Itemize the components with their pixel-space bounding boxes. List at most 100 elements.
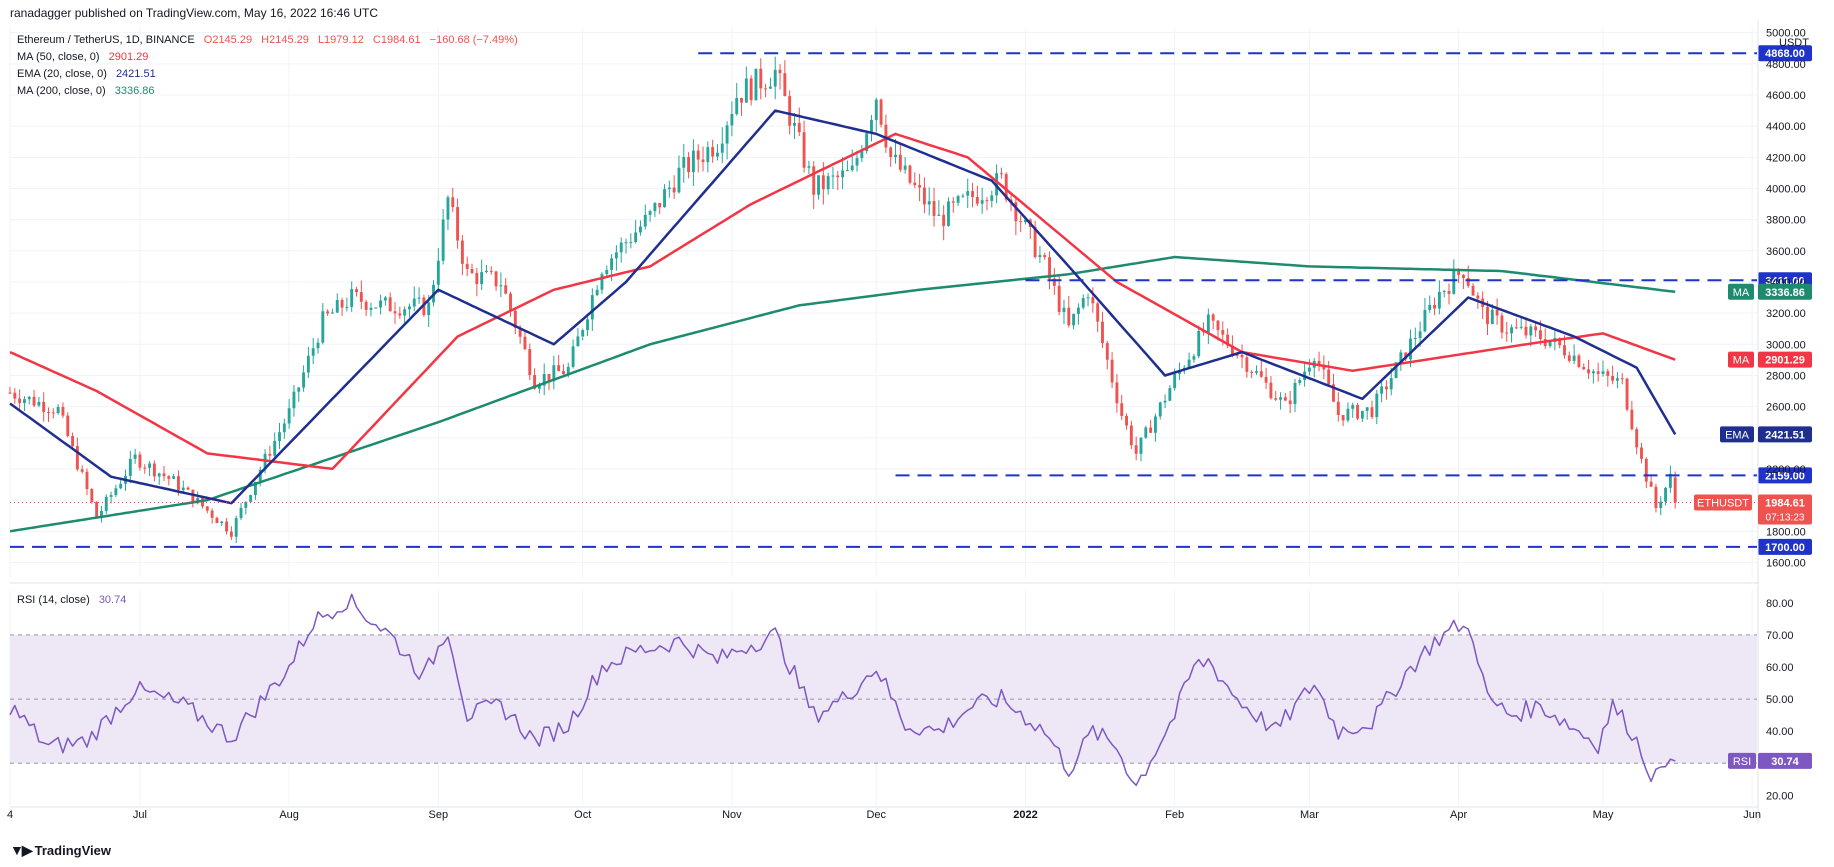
candle[interactable] (975, 185, 979, 207)
candle[interactable] (855, 150, 859, 172)
candle[interactable] (614, 245, 618, 271)
candle[interactable] (465, 256, 469, 277)
candle[interactable] (980, 187, 984, 214)
candle[interactable] (619, 237, 623, 263)
candle[interactable] (749, 75, 753, 106)
candle[interactable] (1274, 391, 1278, 401)
price-pane[interactable] (8, 28, 1757, 578)
candle[interactable] (1192, 353, 1196, 363)
candle[interactable] (730, 101, 734, 137)
candle[interactable] (191, 489, 195, 508)
candle[interactable] (1255, 365, 1258, 375)
candle[interactable] (42, 392, 46, 422)
candle[interactable] (1615, 372, 1619, 389)
rsi-line[interactable] (9, 593, 1676, 787)
candle[interactable] (504, 278, 508, 295)
candle[interactable] (1577, 353, 1581, 369)
candle[interactable] (1129, 420, 1133, 449)
candle[interactable] (1486, 300, 1489, 335)
candle[interactable] (104, 494, 108, 515)
candle[interactable] (552, 355, 556, 390)
candle[interactable] (1110, 351, 1114, 389)
candle[interactable] (1101, 311, 1104, 348)
candle[interactable] (451, 187, 455, 213)
candle[interactable] (817, 175, 820, 200)
candle[interactable] (1105, 340, 1109, 370)
candle[interactable] (1442, 289, 1446, 298)
candle[interactable] (874, 97, 878, 132)
candle[interactable] (99, 505, 103, 523)
candle[interactable] (1534, 321, 1538, 337)
candle[interactable] (759, 58, 763, 100)
candle[interactable] (1370, 400, 1374, 420)
candle[interactable] (653, 202, 657, 218)
candle[interactable] (234, 515, 238, 544)
candle[interactable] (18, 389, 22, 410)
candle[interactable] (1158, 401, 1162, 420)
candle[interactable] (691, 139, 695, 186)
candle[interactable] (1062, 299, 1066, 325)
candle[interactable] (249, 494, 253, 504)
candle[interactable] (922, 177, 926, 214)
candle[interactable] (302, 365, 306, 392)
candle[interactable] (513, 307, 517, 335)
candle[interactable] (71, 432, 75, 450)
candle[interactable] (95, 501, 99, 519)
candle[interactable] (1611, 365, 1615, 385)
tradingview-logo[interactable]: ▼▶ TradingView (10, 842, 111, 859)
candle[interactable] (643, 204, 647, 230)
candle[interactable] (1014, 198, 1018, 236)
candle[interactable] (1144, 425, 1148, 439)
candle[interactable] (1149, 419, 1153, 434)
candle[interactable] (215, 516, 219, 524)
candle[interactable] (1567, 351, 1571, 363)
candle[interactable] (1283, 392, 1287, 402)
candle[interactable] (1317, 351, 1321, 372)
candle[interactable] (1091, 287, 1095, 313)
candle[interactable] (1240, 344, 1244, 369)
candle[interactable] (90, 487, 94, 504)
candle[interactable] (1269, 376, 1273, 400)
candle[interactable] (1206, 308, 1210, 345)
candle[interactable] (1524, 317, 1528, 339)
candle[interactable] (768, 77, 772, 90)
candle[interactable] (456, 198, 460, 249)
candle[interactable] (75, 437, 79, 472)
candle[interactable] (340, 297, 344, 316)
candle[interactable] (1153, 413, 1157, 442)
candle[interactable] (1582, 363, 1586, 370)
candle[interactable] (764, 83, 768, 98)
candle[interactable] (711, 139, 715, 163)
candle[interactable] (773, 56, 777, 100)
candle[interactable] (716, 144, 719, 161)
candle[interactable] (1096, 301, 1100, 333)
candle[interactable] (1471, 283, 1475, 296)
candle[interactable] (393, 302, 397, 324)
candle[interactable] (672, 175, 676, 200)
candle[interactable] (740, 97, 743, 116)
candle[interactable] (947, 197, 950, 227)
candle[interactable] (1452, 259, 1456, 295)
candle[interactable] (509, 291, 512, 317)
candle[interactable] (1019, 215, 1023, 232)
candle[interactable] (1298, 377, 1302, 386)
candle[interactable] (205, 505, 209, 514)
candle[interactable] (27, 396, 31, 405)
candle[interactable] (1510, 324, 1513, 343)
candle[interactable] (172, 473, 176, 480)
candle[interactable] (783, 60, 787, 97)
candle[interactable] (1134, 436, 1138, 461)
candle[interactable] (1466, 265, 1470, 288)
candle[interactable] (1548, 341, 1552, 348)
candle[interactable] (133, 448, 137, 464)
candle[interactable] (523, 330, 527, 351)
candle[interactable] (148, 461, 152, 477)
candle[interactable] (292, 384, 296, 417)
candle[interactable] (1572, 344, 1576, 365)
candle[interactable] (1413, 327, 1417, 348)
candle[interactable] (1086, 293, 1090, 307)
candle[interactable] (181, 480, 185, 492)
candle[interactable] (287, 399, 291, 429)
candle[interactable] (903, 157, 907, 174)
candle[interactable] (682, 143, 686, 183)
